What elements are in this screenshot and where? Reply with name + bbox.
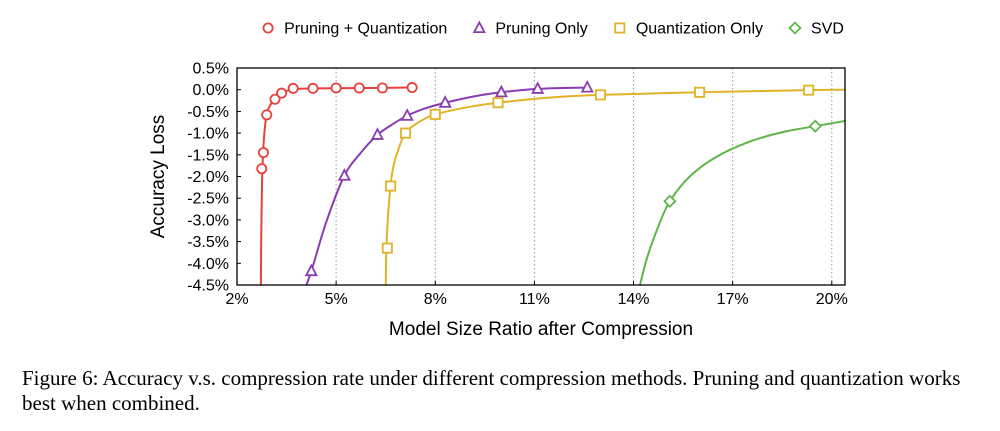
x-tick-label: 11% (519, 291, 550, 308)
y-tick-label: -4.5% (187, 278, 229, 295)
pruning-quantization-legend-marker (262, 22, 274, 34)
pruning-quantization-point (330, 82, 342, 94)
x-tick-label: 5% (325, 291, 348, 308)
y-tick-label: -3.5% (187, 234, 229, 251)
svd-point (808, 119, 822, 133)
pruning-only-point (337, 168, 351, 181)
svd-point (663, 194, 677, 208)
legend: Pruning + Quantization Pruning Only Quanti… (262, 20, 844, 38)
quantization-only-point (385, 180, 397, 192)
y-tick-label: -3.0% (187, 212, 229, 229)
y-tick-label: -0.5% (187, 104, 229, 121)
y-tick-label: -1.5% (187, 147, 229, 164)
pruning-quantization-point (406, 82, 418, 94)
x-tick-label: 8% (424, 291, 447, 308)
figure-caption: Figure 6: Accuracy v.s. compression rate… (22, 366, 961, 415)
svd-legend-label: SVD (811, 21, 844, 38)
pruning-only-legend-marker (472, 20, 486, 33)
pruning-quantization-point (257, 147, 269, 159)
quantization-only-point (381, 242, 393, 254)
quantization-only-point (803, 84, 815, 96)
pruning-quantization-legend-label: Pruning + Quantization (284, 21, 447, 38)
pruning-quantization-point (256, 163, 268, 175)
y-tick-label: 0.0% (193, 82, 229, 99)
quantization-only-point (492, 97, 504, 109)
x-tick-label: 2% (225, 291, 248, 308)
y-tick-label: 0.5% (193, 61, 229, 78)
y-tick-label: -1.0% (187, 126, 229, 143)
accuracy-vs-compression-chart: Pruning + Quantization Pruning Only Quanti… (148, 20, 848, 340)
y-tick-label: -4.0% (187, 256, 229, 273)
y-axis-ticks: 0.5% 0.0% -0.5% -1.0% -1.5% -2.0% -2.5% -3.0% -3… (187, 61, 241, 295)
pruning-only-point (438, 95, 452, 108)
plot-area (237, 68, 845, 285)
y-axis-label: Accuracy Loss (148, 115, 169, 239)
pruning-quantization-point (287, 82, 299, 94)
quantization-only-point (400, 127, 412, 139)
quantization-only-legend-label: Quantization Only (636, 21, 763, 38)
pruning-quantization-point (353, 82, 365, 94)
plot-background (237, 68, 845, 285)
quantization-only-legend-marker (614, 22, 626, 34)
pruning-only-point (304, 263, 318, 277)
pruning-quantization-point (276, 87, 288, 99)
pruning-only-legend-label: Pruning Only (495, 21, 588, 38)
pruning-only-point (494, 84, 508, 98)
y-tick-label: -2.0% (187, 169, 229, 186)
quantization-only-point (429, 108, 441, 120)
x-axis-ticks: 2% 5% 8% 11% 14% 17% 20% (225, 281, 848, 308)
y-tick-label: -2.5% (187, 191, 229, 208)
pruning-quantization-point (376, 82, 388, 94)
x-tick-label: 17% (717, 291, 749, 308)
x-tick-label: 14% (618, 291, 650, 308)
pruning-quantization-point (261, 109, 273, 121)
quantization-only-point (694, 86, 706, 98)
pruning-only-point (370, 127, 385, 140)
pruning-only-point (580, 79, 594, 93)
pruning-quantization-point (269, 93, 281, 105)
svd-curve (638, 119, 845, 285)
pruning-only-point (400, 108, 414, 121)
series-markers (256, 79, 822, 277)
gridlines (335, 68, 833, 285)
x-tick-label: 20% (816, 291, 848, 308)
svd-legend-marker (788, 21, 802, 35)
quantization-only-point (594, 89, 606, 101)
x-axis-label: Model Size Ratio after Compression (389, 319, 693, 340)
pruning-quantization-point (307, 82, 319, 94)
pruning-only-point (531, 81, 545, 94)
